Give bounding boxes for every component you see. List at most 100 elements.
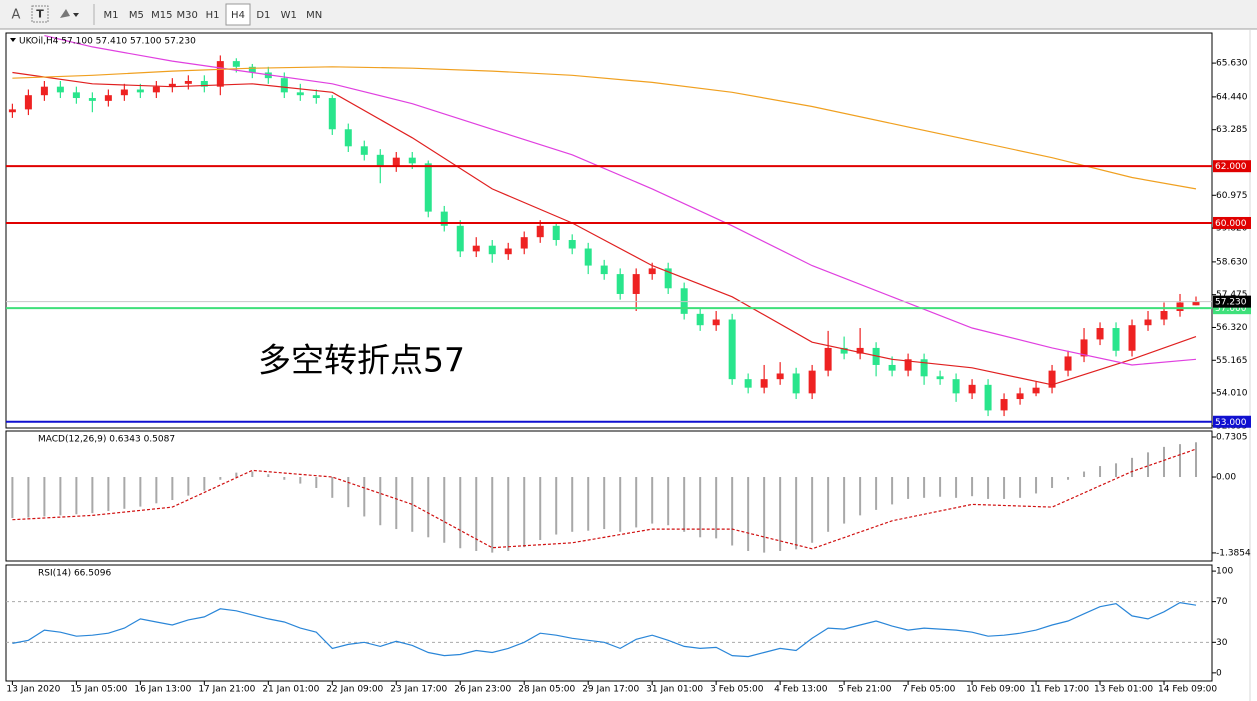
candle-body: [152, 86, 160, 93]
panel-title: MACD(12,26,9) 0.6343 0.5087: [38, 435, 175, 445]
candle-body: [392, 157, 400, 167]
candle-body: [1112, 328, 1120, 351]
candle-body: [136, 89, 144, 93]
timeframe-button[interactable]: H4: [231, 10, 245, 21]
label-tool[interactable]: T: [31, 5, 49, 23]
macd-bar: [955, 477, 958, 498]
x-tick-label: 16 Jan 13:00: [134, 685, 191, 695]
candle-body: [712, 319, 720, 326]
text-tool[interactable]: [4, 4, 28, 25]
candle-body: [648, 268, 656, 275]
y-tick-label: 30: [1216, 638, 1228, 648]
macd-bar: [715, 477, 718, 539]
candle-body: [1032, 387, 1040, 394]
y-tick-label: 64.440: [1216, 92, 1248, 102]
macd-bar: [251, 471, 254, 478]
level-label-bg: [1213, 216, 1251, 229]
y-tick-label: 100: [1216, 567, 1233, 577]
candle-body: [904, 359, 912, 371]
y-tick-label: 55.165: [1216, 356, 1248, 366]
candle-body: [8, 109, 16, 113]
timeframe-button[interactable]: W1: [281, 10, 297, 21]
timeframe-button[interactable]: D1: [256, 10, 270, 21]
candle-body: [552, 225, 560, 241]
macd-bar: [1147, 452, 1150, 478]
level-label: 60.000: [1215, 219, 1247, 229]
macd-bar: [907, 477, 910, 499]
candle-body: [632, 274, 640, 294]
macd-bar: [507, 477, 510, 551]
timeframe-button[interactable]: M30: [177, 10, 198, 21]
last-price-label: 57.230: [1215, 298, 1247, 308]
timeframe-button[interactable]: H1: [206, 10, 220, 21]
timeframe-button[interactable]: M15: [151, 10, 172, 21]
candle-body: [808, 370, 816, 394]
candle-body: [40, 86, 48, 96]
candle-body: [344, 129, 352, 147]
svg-text:T: T: [36, 8, 44, 21]
candle-body: [568, 240, 576, 249]
candle-body: [424, 163, 432, 212]
x-tick-label: 29 Jan 17:00: [582, 685, 639, 695]
plot-area: [11, 442, 1198, 553]
macd-bar: [571, 477, 574, 532]
candle-body: [296, 92, 304, 96]
macd-bar: [139, 477, 142, 507]
candle-body: [760, 379, 768, 388]
candle-body: [280, 78, 288, 93]
macd-bar: [987, 477, 990, 499]
macd-bar: [827, 477, 830, 532]
candle-body: [1176, 302, 1184, 312]
timeframe-button[interactable]: M5: [129, 10, 144, 21]
candle-body: [664, 268, 672, 289]
candle-body: [504, 248, 512, 255]
macd-bar: [875, 477, 878, 510]
candle-body: [488, 245, 496, 255]
x-tick-label: 13 Feb 01:00: [1094, 685, 1153, 695]
toolbar: T A M1 M5 M15 M30 H1 H4 D1 W1 MN: [0, 0, 1257, 30]
macd-bar: [1067, 477, 1070, 480]
candle-body: [456, 225, 464, 252]
macd-bar: [683, 477, 686, 532]
macd-bar: [971, 477, 974, 497]
x-tick-label: 22 Jan 09:00: [326, 685, 383, 695]
candle-body: [376, 154, 384, 167]
macd-bar: [795, 477, 798, 550]
panel-title: UKOil,H4 57.100 57.410 57.100 57.230: [19, 37, 196, 47]
macd-bar: [91, 477, 94, 514]
y-tick-label: 57.475: [1216, 290, 1248, 300]
macd-bar: [11, 477, 14, 519]
candle-body: [232, 61, 240, 67]
timeframe-button[interactable]: M1: [104, 10, 119, 21]
candle-body: [328, 98, 336, 130]
x-tick-label: 7 Feb 05:00: [902, 685, 956, 695]
macd-bar: [811, 477, 814, 543]
plot-area: [8, 35, 1200, 417]
candle-body: [840, 347, 848, 354]
y-tick-label: -1.3854: [1216, 548, 1251, 558]
shapes-tool[interactable]: [60, 9, 79, 18]
candle-body: [184, 80, 192, 84]
macd-bar: [43, 477, 46, 517]
timeframe-button[interactable]: MN: [306, 10, 322, 21]
macd-bar: [203, 477, 206, 491]
macd-bar: [619, 477, 622, 532]
y-tick-label: 58.630: [1216, 257, 1248, 267]
x-tick-label: 10 Feb 09:00: [966, 685, 1025, 695]
macd-bar: [779, 477, 782, 551]
annotation: 多空转折点57: [258, 341, 465, 380]
macd-bar: [843, 477, 846, 524]
candle-body: [248, 66, 256, 73]
timeframe-active: [225, 3, 251, 26]
candle-body: [824, 347, 832, 371]
macd-bar: [443, 477, 446, 543]
macd-bar: [523, 477, 526, 548]
macd-bar: [747, 477, 750, 551]
macd-bar: [891, 477, 894, 505]
candle-body: [696, 313, 704, 326]
x-tick-label: 3 Feb 05:00: [710, 685, 764, 695]
macd-bar: [395, 477, 398, 530]
macd-bar: [1163, 446, 1166, 478]
candle-body: [792, 373, 800, 394]
macd-bar: [1003, 477, 1006, 499]
